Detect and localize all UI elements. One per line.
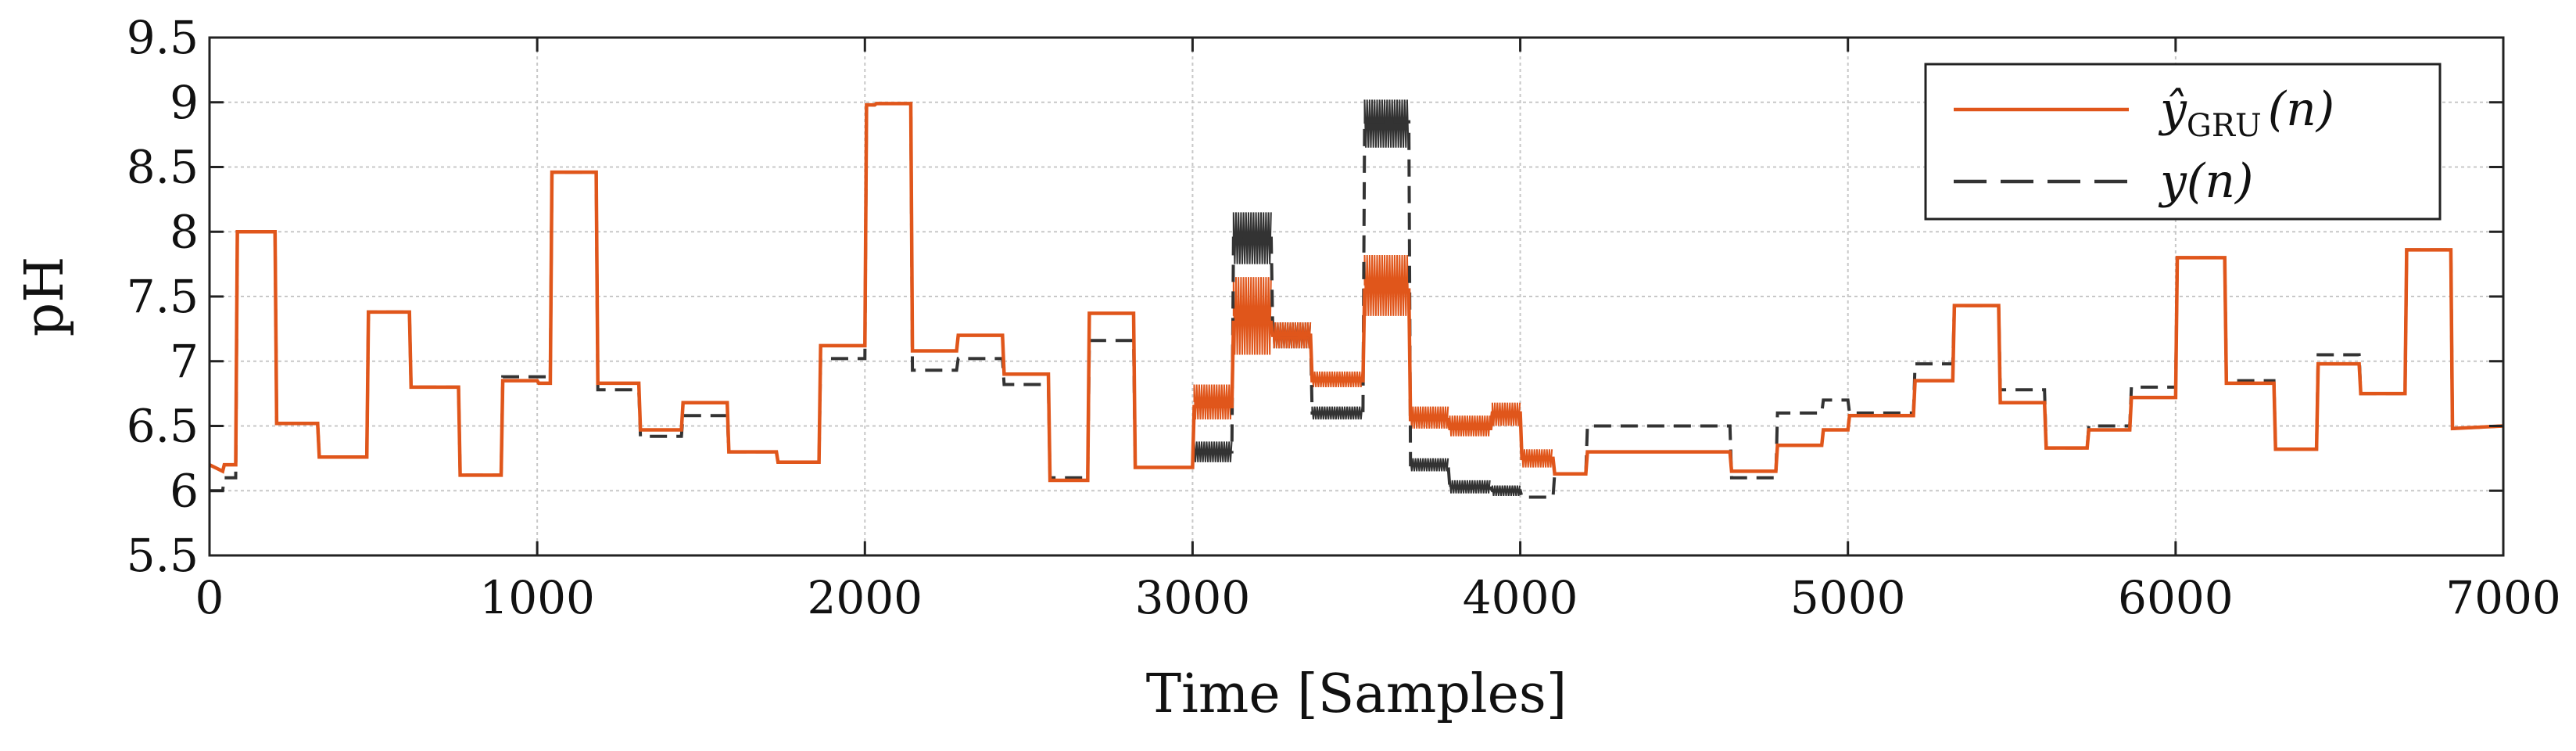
y-tick-label-5: 8 bbox=[170, 205, 199, 258]
oscillation-band-8 bbox=[1193, 384, 1233, 420]
oscillation-band-9 bbox=[1232, 277, 1272, 355]
axis-ticks: 0 1000 2000 3000 4000 5000 6000 7000 5.5 6 6.5 7 7.5… bbox=[127, 11, 2561, 624]
legend-box bbox=[1924, 63, 2442, 221]
legend-label-sub-0: GRU bbox=[2187, 108, 2262, 144]
y-tick-label-8: 9.5 bbox=[127, 11, 199, 64]
legend-label-main-0: ŷ bbox=[2158, 82, 2187, 137]
oscillation-band-4 bbox=[1363, 99, 1410, 148]
oscillation-band-3 bbox=[1311, 406, 1363, 420]
y-tick-label-4: 7.5 bbox=[127, 270, 199, 323]
series-line-gru bbox=[209, 102, 2504, 483]
x-tick-label-3: 3000 bbox=[1135, 571, 1251, 624]
y-tick-label-2: 6.5 bbox=[127, 400, 199, 453]
legend-label-0: ŷGRU (n) bbox=[2158, 82, 2334, 144]
legend-label-1: y(n) bbox=[2158, 154, 2253, 209]
oscillation-band-7 bbox=[1491, 485, 1521, 497]
x-tick-label-5: 5000 bbox=[1790, 571, 1906, 624]
x-tick-label-7: 7000 bbox=[2445, 571, 2561, 624]
y-tick-label-6: 8.5 bbox=[127, 141, 199, 194]
y-tick-label-7: 9 bbox=[170, 76, 199, 129]
y-tick-label-0: 5.5 bbox=[127, 529, 199, 582]
x-tick-label-1: 1000 bbox=[479, 571, 595, 624]
x-axis-label: Time [Samples] bbox=[1146, 663, 1567, 725]
legend-label-tail-0: (n) bbox=[2268, 82, 2334, 137]
x-tick-label-4: 4000 bbox=[1463, 571, 1578, 624]
oscillation-band-13 bbox=[1410, 406, 1449, 429]
series-lines bbox=[209, 102, 2504, 499]
oscillation-band-12 bbox=[1363, 254, 1410, 316]
x-tick-label-0: 0 bbox=[195, 571, 224, 624]
oscillation-band-0 bbox=[1193, 441, 1233, 462]
y-tick-label-3: 7 bbox=[170, 335, 199, 388]
x-tick-label-2: 2000 bbox=[807, 571, 923, 624]
y-axis-label: pH bbox=[14, 257, 76, 337]
y-tick-label-1: 6 bbox=[170, 464, 199, 517]
legend-label-tail-1: (n) bbox=[2187, 154, 2253, 209]
legend: ŷGRU (n)y(n) bbox=[1924, 63, 2442, 221]
legend-label-main-1: y bbox=[2158, 154, 2187, 209]
oscillation-band-14 bbox=[1449, 415, 1491, 437]
oscillation-bands bbox=[1193, 99, 1553, 497]
x-tick-label-6: 6000 bbox=[2118, 571, 2234, 624]
